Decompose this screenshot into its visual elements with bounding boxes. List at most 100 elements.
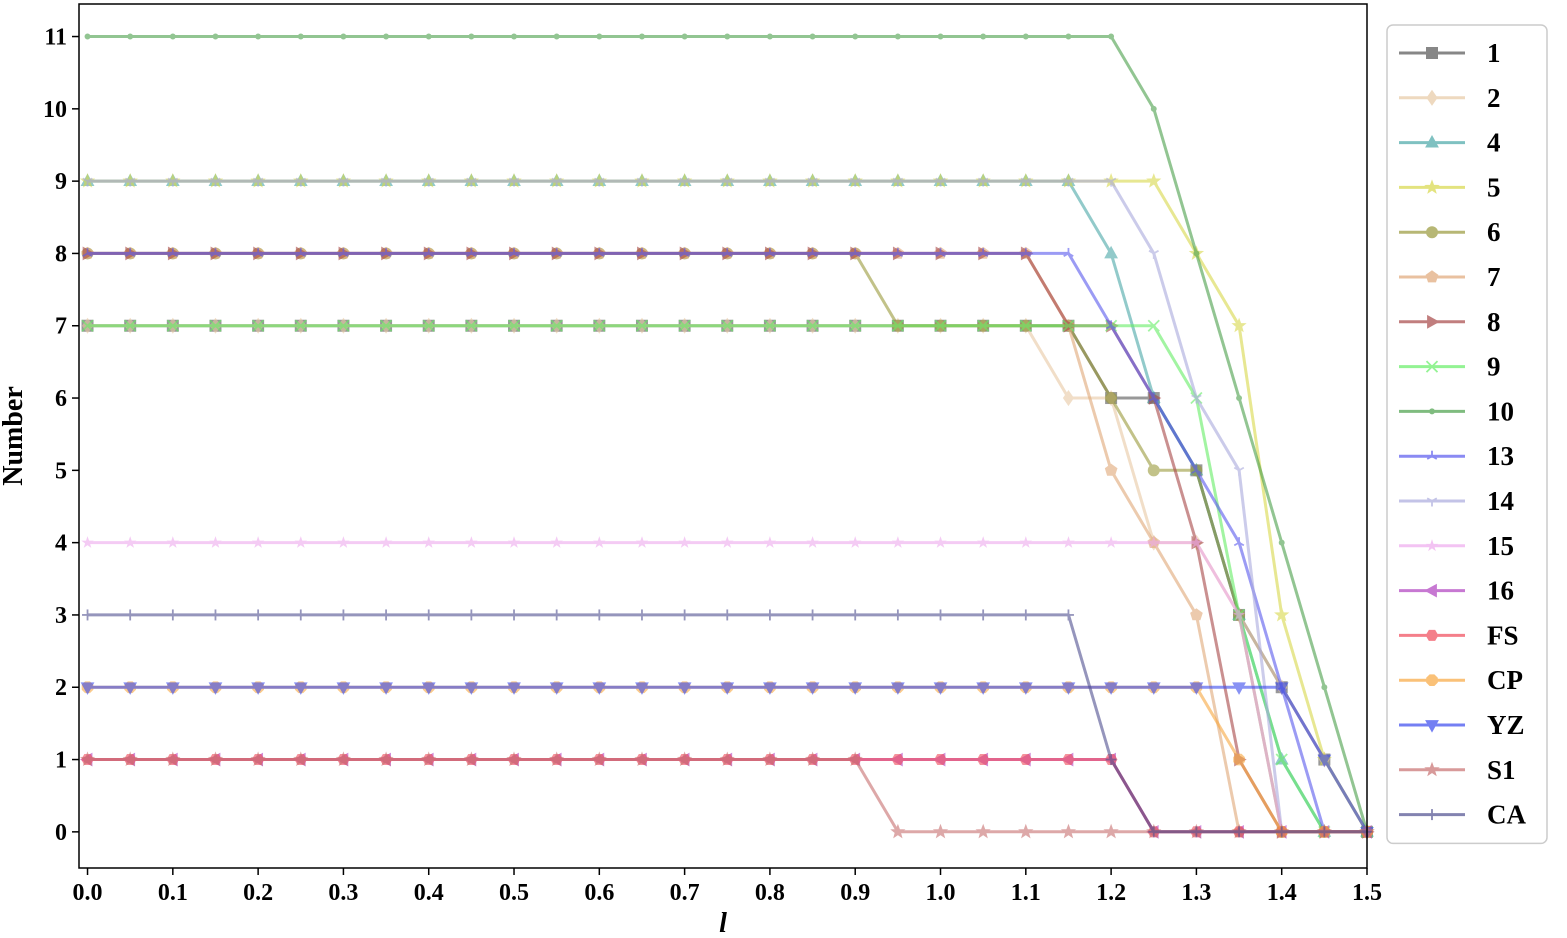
legend-swatch bbox=[1399, 179, 1465, 194]
data-point bbox=[1150, 105, 1157, 112]
data-point bbox=[635, 319, 649, 332]
legend-item: 5 bbox=[1399, 172, 1501, 202]
x-axis-ticks: 0.0 0.1 0.2 0.3 0.4 0.5 0.6 0.7 0.8 0.9 1.0 1.1 1.2 1… bbox=[73, 868, 1382, 906]
data-point bbox=[1018, 682, 1033, 695]
data-point bbox=[812, 252, 818, 257]
data-point bbox=[551, 177, 558, 182]
legend-swatch bbox=[1399, 720, 1465, 733]
legend-item: 2 bbox=[1399, 83, 1501, 113]
data-point bbox=[721, 319, 734, 332]
data-point bbox=[550, 319, 563, 332]
legend: 1 2 4 5 6 7 8 9 10 13 14 15 16 FS CP YZ S1 CA bbox=[1386, 24, 1548, 845]
data-point bbox=[342, 252, 349, 257]
data-point bbox=[1274, 606, 1290, 622]
data-point bbox=[805, 682, 820, 695]
data-point bbox=[336, 682, 351, 695]
y-tick-label: 1 bbox=[55, 748, 67, 774]
data-point bbox=[1020, 252, 1027, 257]
data-point bbox=[1146, 173, 1162, 188]
data-point bbox=[1104, 536, 1118, 548]
series-line bbox=[87, 758, 1367, 834]
data-point bbox=[769, 177, 776, 182]
data-point bbox=[379, 319, 393, 332]
data-point bbox=[1104, 245, 1119, 259]
y-tick-label: 2 bbox=[55, 675, 67, 701]
data-point bbox=[677, 682, 692, 695]
data-point bbox=[466, 177, 472, 182]
data-point bbox=[724, 33, 731, 40]
data-point bbox=[84, 33, 91, 40]
data-point bbox=[465, 536, 478, 548]
legend-item: 15 bbox=[1399, 531, 1514, 561]
data-point bbox=[596, 33, 603, 40]
legend-label: 5 bbox=[1487, 172, 1501, 202]
data-point bbox=[679, 252, 686, 257]
data-point bbox=[1019, 319, 1032, 332]
plot-series-group bbox=[79, 33, 1375, 840]
data-point bbox=[980, 33, 987, 40]
data-point bbox=[726, 177, 733, 182]
data-point bbox=[1238, 466, 1245, 472]
data-point bbox=[207, 751, 224, 767]
data-point bbox=[1190, 608, 1203, 621]
legend-item: 7 bbox=[1399, 262, 1501, 292]
legend-swatch bbox=[1399, 360, 1465, 373]
legend-label: 16 bbox=[1487, 576, 1514, 606]
data-point bbox=[294, 536, 308, 548]
data-point bbox=[82, 252, 88, 257]
data-point bbox=[210, 177, 216, 182]
x-tick-label: 1.4 bbox=[1267, 880, 1297, 906]
data-point bbox=[293, 751, 309, 767]
data-point bbox=[1147, 536, 1161, 548]
data-point bbox=[556, 252, 562, 257]
data-point bbox=[172, 252, 179, 257]
data-point bbox=[1191, 469, 1197, 474]
data-point bbox=[81, 319, 94, 332]
data-point bbox=[257, 177, 264, 182]
series-16 bbox=[79, 752, 1372, 839]
legend-label: 6 bbox=[1487, 217, 1501, 247]
data-point bbox=[209, 536, 222, 548]
data-point bbox=[506, 751, 522, 767]
data-point bbox=[982, 177, 989, 182]
data-point bbox=[891, 754, 905, 765]
data-point bbox=[1236, 395, 1243, 402]
data-point bbox=[166, 319, 179, 332]
data-point bbox=[1426, 47, 1438, 59]
data-point bbox=[342, 177, 349, 182]
data-point bbox=[1424, 761, 1440, 777]
data-point bbox=[129, 177, 136, 182]
data-point bbox=[338, 177, 344, 182]
data-point bbox=[1429, 408, 1435, 415]
legend-swatch bbox=[1399, 629, 1465, 641]
data-point bbox=[1317, 754, 1332, 768]
legend-item: 9 bbox=[1399, 352, 1501, 382]
legend-label: YZ bbox=[1487, 710, 1525, 740]
data-point bbox=[1425, 539, 1439, 552]
data-point bbox=[1063, 177, 1069, 182]
data-point bbox=[293, 682, 308, 695]
data-point bbox=[1020, 177, 1027, 182]
data-point bbox=[1233, 753, 1245, 766]
data-point bbox=[1061, 682, 1076, 695]
data-point bbox=[1425, 629, 1439, 641]
data-point bbox=[852, 33, 859, 40]
data-point bbox=[209, 319, 222, 332]
data-point bbox=[1108, 33, 1115, 40]
data-point bbox=[425, 33, 432, 40]
data-point bbox=[1424, 179, 1440, 194]
data-point bbox=[684, 252, 690, 257]
data-point bbox=[549, 751, 565, 767]
data-point bbox=[847, 751, 863, 767]
data-point bbox=[719, 751, 735, 767]
data-point bbox=[1431, 455, 1438, 460]
x-tick-label: 0.2 bbox=[243, 880, 273, 906]
data-point bbox=[1068, 177, 1074, 182]
x-tick-label: 1.0 bbox=[926, 880, 956, 906]
x-tick-label: 1.1 bbox=[1011, 880, 1041, 906]
data-point bbox=[977, 536, 990, 548]
series-line bbox=[87, 179, 1369, 833]
data-point bbox=[894, 33, 901, 40]
data-point bbox=[1195, 469, 1202, 474]
data-point bbox=[678, 536, 691, 548]
